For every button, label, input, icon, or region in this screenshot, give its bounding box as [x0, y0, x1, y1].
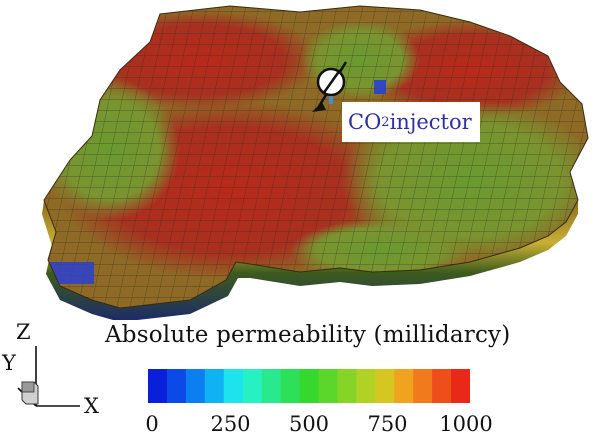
- axis-z-label: Z: [16, 320, 31, 344]
- colorbar-segment: [185, 369, 206, 403]
- reservoir-side-wall: [42, 200, 578, 320]
- permeability-colorbar: [148, 369, 470, 403]
- colorbar-segment: [451, 369, 470, 403]
- colorbar-segment: [204, 369, 225, 403]
- colorbar-segment: [242, 369, 263, 403]
- colorbar-tick-label: 1000: [439, 412, 493, 436]
- colorbar-segment: [318, 369, 338, 403]
- colorbar-tick-label: 0: [145, 412, 159, 436]
- colorbar-tick-label: 750: [367, 412, 408, 436]
- colorbar-segment: [337, 369, 357, 403]
- colorbar-tick-label: 250: [210, 412, 251, 436]
- axis-x-label: X: [84, 394, 99, 418]
- reservoir-grid: [42, 5, 589, 320]
- colorbar-segment: [356, 369, 376, 403]
- colorbar-tick-label: 500: [288, 412, 330, 436]
- colorbar-segment: [299, 369, 319, 403]
- axis-triad: [17, 346, 80, 407]
- colorbar-segment: [394, 369, 414, 403]
- colorbar-segment: [280, 369, 301, 403]
- co2-label-main: CO: [348, 110, 382, 134]
- colorbar-segment: [261, 369, 282, 403]
- legend-title: Absolute permeability (millidarcy): [105, 322, 511, 348]
- colorbar-segment: [223, 369, 244, 403]
- colorbar-segment: [166, 369, 187, 403]
- colorbar-segment: [148, 369, 168, 403]
- axis-y-label: Y: [2, 351, 16, 375]
- colorbar-segment: [413, 369, 433, 403]
- co2-label-subscript: 2: [381, 114, 390, 130]
- colorbar-segment: [432, 369, 452, 403]
- colorbar-segment: [375, 369, 395, 403]
- co2-injector-symbol: [312, 61, 348, 112]
- co2-injector-label: CO 2 injector: [342, 102, 480, 142]
- co2-label-tail: injector: [389, 110, 472, 134]
